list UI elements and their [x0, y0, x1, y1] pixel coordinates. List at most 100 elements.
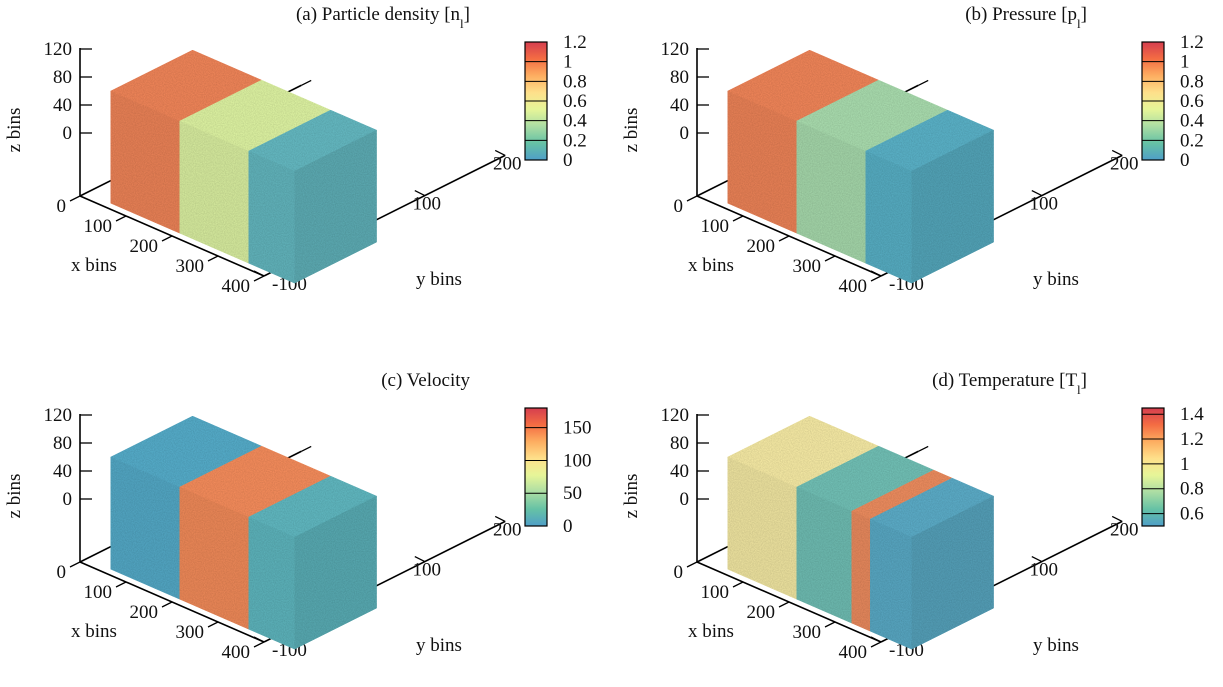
x-tick-label: 300: [176, 256, 205, 277]
x-tick-label: 200: [747, 602, 776, 623]
colorbar-tick-label: 0: [1180, 150, 1190, 171]
z-tick-label: 0: [680, 123, 690, 144]
z-tick-label: 80: [53, 433, 72, 454]
x-tick: [69, 195, 81, 202]
y-tick: [1111, 515, 1123, 522]
y-axis-label: y bins: [1033, 635, 1079, 656]
y-axis-label: y bins: [416, 269, 462, 290]
y-axis-label: y bins: [416, 635, 462, 656]
z-tick-label: 80: [670, 67, 689, 88]
x-tick-label: 400: [222, 276, 251, 297]
x-tick: [686, 561, 698, 568]
section-front-3: [248, 516, 295, 650]
x-tick-label: 100: [84, 216, 113, 237]
x-tick-label: 0: [674, 562, 684, 583]
x-tick-label: 0: [57, 196, 67, 217]
x-axis-label: x bins: [71, 621, 117, 642]
floor-tick: [300, 445, 312, 452]
x-tick-label: 200: [130, 602, 159, 623]
x-tick: [115, 581, 127, 588]
z-tick-label: 0: [680, 489, 690, 510]
y-tick: [1031, 556, 1043, 563]
colorbar-tick-label: 0.8: [1180, 479, 1204, 500]
x-tick-label: 300: [793, 622, 822, 643]
y-tick-label: 100: [1030, 194, 1059, 215]
colorbar-tick-label: 1.2: [1180, 32, 1204, 53]
x-tick: [824, 255, 836, 262]
colorbar-tick-label: 100: [563, 450, 592, 471]
volume-end-face: [294, 495, 377, 650]
colorbar-tick-label: 1.2: [563, 32, 587, 53]
y-tick: [870, 270, 882, 277]
colorbar-tick-label: 1: [1180, 52, 1190, 73]
colorbar-tick-label: 0.8: [563, 71, 587, 92]
x-tick: [870, 275, 882, 282]
x-tick: [824, 621, 836, 628]
colorbar-tick-label: 150: [563, 418, 592, 439]
colorbar-tick-label: 0: [563, 516, 573, 537]
floor-tick: [917, 79, 929, 86]
colorbar-tick-label: 0.6: [1180, 504, 1204, 525]
colorbar-tick-label: 0.6: [563, 91, 587, 112]
chart-title: (a) Particle density [nl]: [296, 4, 470, 31]
x-tick: [161, 235, 173, 242]
y-tick: [494, 515, 506, 522]
y-tick-label: 100: [413, 560, 442, 581]
x-tick: [686, 195, 698, 202]
colorbar-tick-label: 0.6: [1180, 91, 1204, 112]
z-tick-label: 80: [53, 67, 72, 88]
z-tick-label: 120: [661, 39, 690, 60]
x-tick-label: 300: [793, 256, 822, 277]
section-front-2: [796, 486, 853, 624]
floor-tick: [300, 79, 312, 86]
x-tick-label: 100: [701, 216, 730, 237]
x-tick-label: 200: [130, 236, 159, 257]
x-tick: [732, 581, 744, 588]
x-tick-label: 200: [747, 236, 776, 257]
x-tick: [732, 215, 744, 222]
x-tick: [253, 641, 265, 648]
colorbar-tick-label: 0.4: [563, 111, 587, 132]
y-tick-label: 100: [413, 194, 442, 215]
x-axis-label: x bins: [688, 621, 734, 642]
section-front-4: [869, 518, 912, 650]
y-tick-label: 200: [493, 519, 522, 540]
y-tick: [1031, 190, 1043, 197]
z-tick-label: 0: [63, 489, 73, 510]
y-tick-label: 200: [493, 153, 522, 174]
x-tick: [253, 275, 265, 282]
x-tick: [115, 215, 127, 222]
x-tick: [778, 601, 790, 608]
y-tick: [414, 190, 426, 197]
z-tick-label: 120: [44, 39, 73, 60]
x-axis-label: x bins: [688, 255, 734, 276]
y-tick-label: 200: [1110, 519, 1139, 540]
colorbar-tick-label: 1: [563, 52, 573, 73]
x-tick-label: 0: [57, 562, 67, 583]
colorbar-tick-label: 0.4: [1180, 111, 1204, 132]
colorbar-tick-label: 1: [1180, 454, 1190, 475]
volume-end-face: [911, 495, 994, 650]
colorbar-tick-label: 0: [563, 150, 573, 171]
x-tick: [778, 235, 790, 242]
y-tick: [414, 556, 426, 563]
y-tick: [253, 636, 265, 643]
section-front-3: [851, 510, 871, 632]
chart-title: (b) Pressure [pl]: [965, 4, 1087, 31]
x-tick-label: 400: [839, 276, 868, 297]
volume-end-face: [911, 129, 994, 284]
z-tick-label: 120: [44, 405, 73, 426]
section-front-3: [865, 150, 912, 284]
y-tick-label: 200: [1110, 153, 1139, 174]
z-tick-label: 80: [670, 433, 689, 454]
x-tick: [161, 601, 173, 608]
z-tick-label: 40: [53, 461, 72, 482]
floor-tick: [917, 445, 929, 452]
z-tick-label: 0: [63, 123, 73, 144]
y-tick: [253, 270, 265, 277]
